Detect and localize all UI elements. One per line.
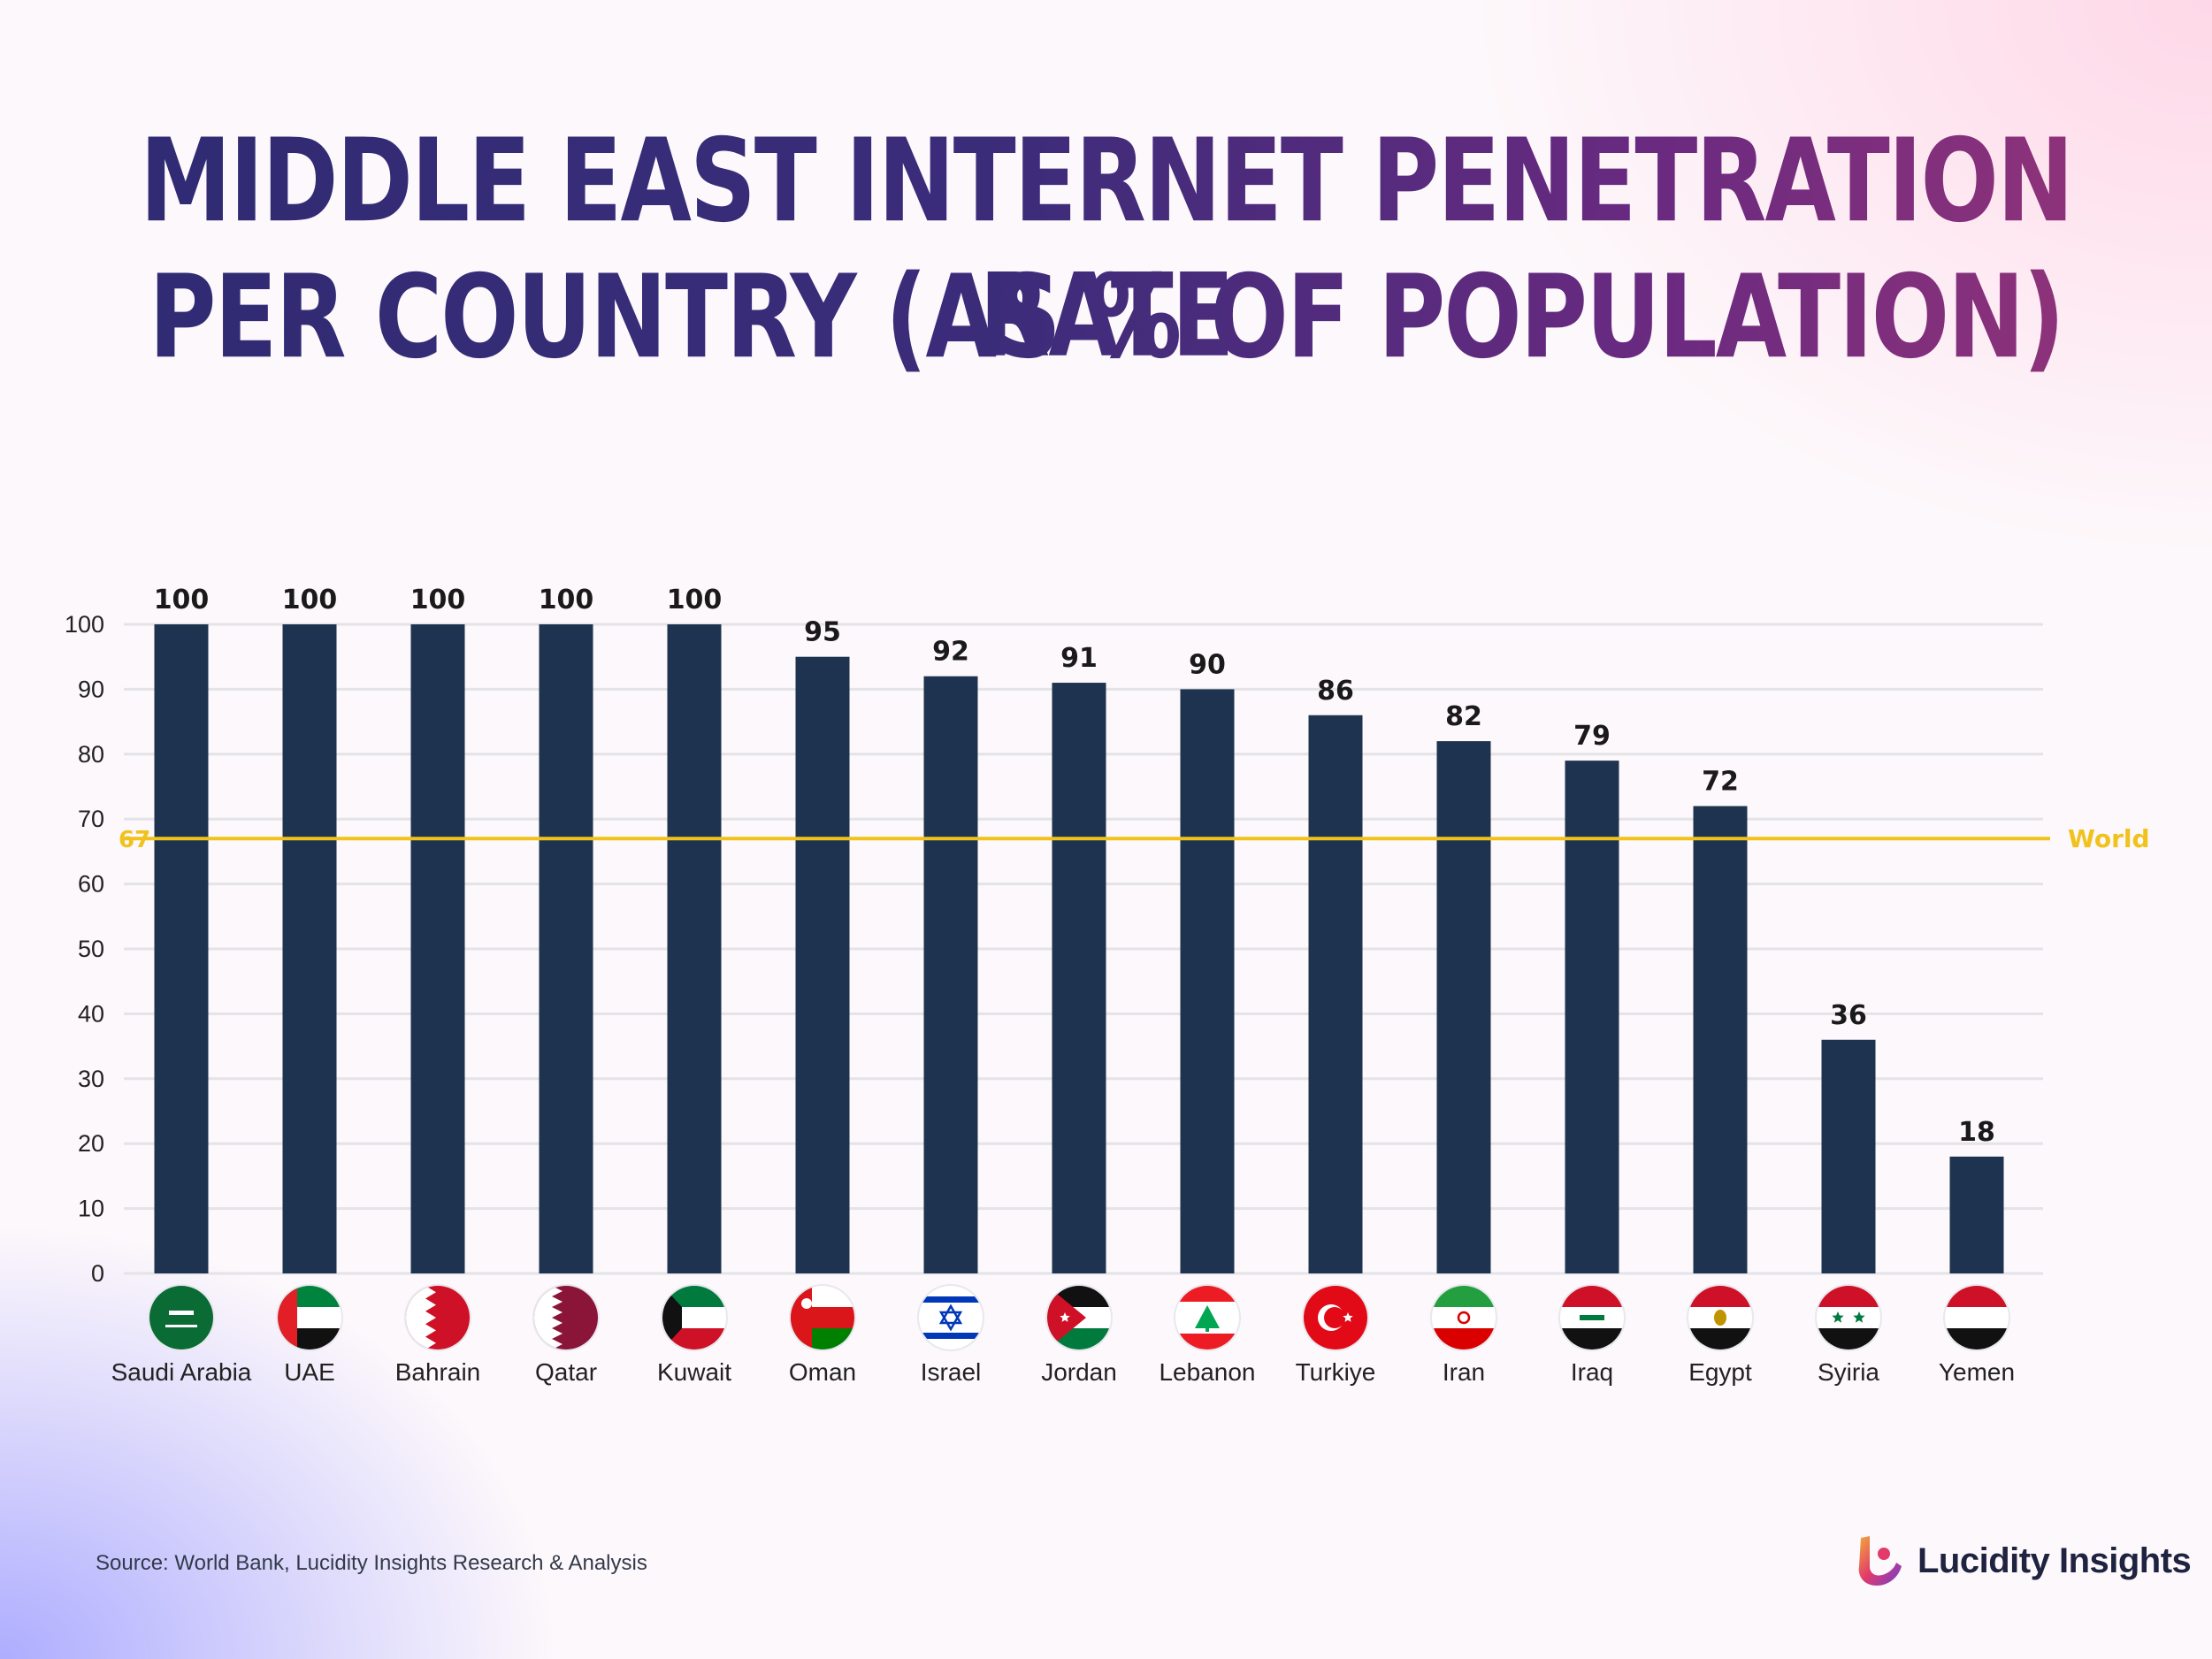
bar	[410, 624, 465, 1273]
y-tick-label: 60	[78, 871, 104, 898]
bar	[1565, 761, 1619, 1273]
y-tick-label: 90	[78, 676, 104, 702]
bar	[282, 624, 337, 1273]
y-tick-label: 0	[91, 1260, 104, 1287]
x-tick-label: UAE	[284, 1358, 335, 1386]
turkiye-flag-icon	[1302, 1284, 1369, 1351]
x-tick-label: Bahrain	[395, 1358, 481, 1386]
page-title: MIDDLE EAST INTERNET PENETRATION RATE	[0, 113, 2212, 383]
x-tick-label: Iran	[1443, 1358, 1485, 1386]
bar-value-label: 95	[804, 617, 841, 648]
israel-flag-icon	[917, 1284, 984, 1351]
x-tick-label: Israel	[921, 1358, 981, 1386]
bar	[1949, 1156, 2004, 1273]
bar-value-label: 91	[1060, 643, 1098, 674]
y-tick-label: 70	[78, 806, 104, 832]
y-axis: 0 10 20 30 40 50 60 70 80 90 100	[65, 611, 104, 1287]
y-tick-label: 50	[78, 936, 104, 962]
bar-value-label: 100	[539, 585, 594, 615]
x-tick-label: Qatar	[535, 1358, 597, 1386]
x-tick-label: Egypt	[1688, 1358, 1752, 1386]
saudi-arabia-flag-icon	[148, 1284, 215, 1351]
bar	[1308, 715, 1363, 1273]
uae-flag-icon	[276, 1284, 343, 1351]
world-reference: 67 World	[119, 824, 2150, 853]
bar-value-label: 100	[410, 585, 466, 615]
oman-flag-icon	[789, 1284, 856, 1351]
bar	[154, 624, 209, 1273]
bar	[923, 676, 978, 1273]
jordan-flag-icon	[1045, 1284, 1113, 1351]
y-tick-label: 80	[78, 741, 104, 768]
bar-value-label: 92	[932, 637, 969, 668]
bars	[154, 624, 2004, 1273]
y-tick-label: 10	[78, 1196, 104, 1222]
y-tick-label: 20	[78, 1130, 104, 1157]
lebanon-flag-icon	[1174, 1284, 1241, 1351]
iran-flag-icon	[1430, 1284, 1497, 1351]
x-tick-label: Lebanon	[1159, 1358, 1255, 1386]
kuwait-flag-icon	[661, 1284, 728, 1351]
bar	[539, 624, 593, 1273]
x-tick-label: Turkiye	[1296, 1358, 1376, 1386]
bar	[1436, 741, 1491, 1273]
value-labels: 100 100 100 100 100 95 92 91 90 86 82 79 72 36 18	[154, 585, 1995, 1148]
bar	[1821, 1039, 1876, 1273]
yemen-flag-icon	[1943, 1284, 2010, 1351]
y-tick-label: 30	[78, 1066, 104, 1092]
bahrain-flag-icon	[404, 1284, 471, 1351]
bar	[667, 624, 722, 1273]
bar-value-label: 100	[667, 585, 723, 615]
lucidity-logo-icon	[1858, 1536, 1902, 1586]
x-tick-label: Saudi Arabia	[111, 1358, 252, 1386]
brand-logo: Lucidity Insights	[1848, 1530, 2192, 1592]
x-tick-label: Jordan	[1041, 1358, 1117, 1386]
bar-value-label: 72	[1702, 767, 1739, 798]
x-axis: Saudi Arabia UAE Bahrain Qatar Kuwait Oman Isr…	[111, 1358, 2015, 1386]
x-tick-label: Syiria	[1818, 1358, 1879, 1386]
y-tick-label: 40	[78, 1000, 104, 1027]
brand-name: Lucidity Insights	[1917, 1540, 2192, 1580]
bar-value-label: 36	[1830, 1000, 1867, 1031]
bar-value-label: 86	[1317, 676, 1354, 707]
iraq-flag-icon	[1558, 1284, 1626, 1351]
bar-value-label: 100	[154, 585, 210, 615]
x-tick-label: Yemen	[1939, 1358, 2015, 1386]
x-tick-label: Iraq	[1571, 1358, 1613, 1386]
world-label: World	[2068, 824, 2150, 853]
bar	[1180, 689, 1235, 1273]
page-subtitle: PER COUNTRY (AS % OF POPULATION)	[0, 249, 2212, 385]
source-note: Source: World Bank, Lucidity Insights Re…	[96, 1551, 647, 1575]
bar-value-label: 82	[1445, 701, 1482, 732]
bar-value-label: 90	[1189, 649, 1226, 680]
bar	[795, 656, 850, 1273]
flags	[148, 1284, 2010, 1351]
egypt-flag-icon	[1687, 1284, 1754, 1351]
x-tick-label: Oman	[789, 1358, 856, 1386]
x-tick-label: Kuwait	[657, 1358, 731, 1386]
world-value-label: 67	[119, 827, 150, 853]
bar	[1693, 806, 1748, 1273]
syria-flag-icon	[1815, 1284, 1882, 1351]
bar	[1052, 683, 1106, 1273]
bar-value-label: 18	[1958, 1117, 1995, 1148]
bar-value-label: 100	[282, 585, 338, 615]
qatar-flag-icon	[532, 1284, 600, 1351]
y-tick-label: 100	[65, 611, 104, 638]
bar-value-label: 79	[1573, 721, 1611, 752]
